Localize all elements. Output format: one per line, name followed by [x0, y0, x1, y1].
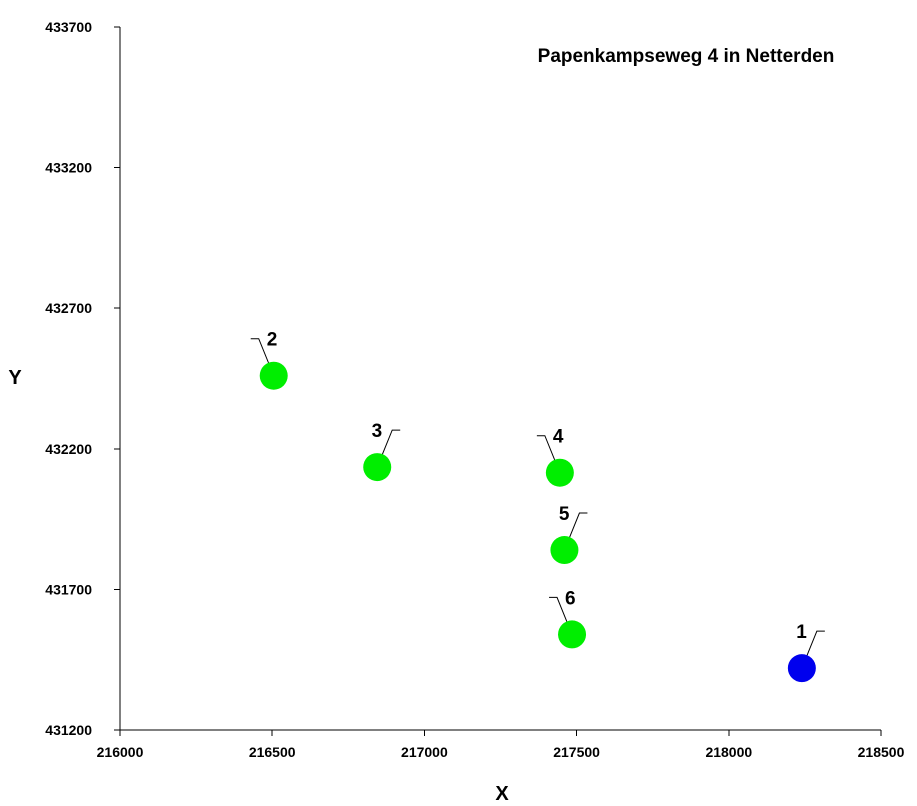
point-label: 5	[559, 504, 570, 525]
y-tick-label: 433200	[45, 160, 92, 176]
x-axis-title: X	[495, 783, 509, 805]
point-group: 2	[250, 330, 288, 390]
point-label: 1	[796, 622, 807, 643]
data-point-1	[787, 654, 816, 683]
data-points: 1 2 3 4 5 6	[250, 330, 825, 683]
y-tick-label: 433700	[45, 19, 92, 35]
y-tick-label: 431200	[45, 722, 92, 738]
x-tick-label: 217000	[401, 744, 448, 760]
axis-ticks: 216000 216500 217000 217500 218000 2185004312…	[45, 19, 904, 760]
point-label: 6	[565, 588, 576, 609]
point-label: 2	[267, 330, 278, 351]
y-tick-label: 432200	[45, 441, 92, 457]
point-group: 1	[787, 622, 825, 683]
data-point-2	[259, 361, 288, 390]
data-point-6	[558, 620, 587, 649]
data-point-3	[363, 453, 392, 482]
x-tick-label: 216000	[97, 744, 144, 760]
point-group: 6	[549, 588, 587, 649]
x-tick-label: 217500	[553, 744, 600, 760]
point-group: 4	[536, 427, 574, 487]
x-tick-label: 216500	[249, 744, 296, 760]
chart-title: Papenkampseweg 4 in Netterden	[538, 46, 835, 67]
y-tick-label: 431700	[45, 581, 92, 597]
x-tick-label: 218500	[858, 744, 905, 760]
point-group: 5	[550, 504, 588, 565]
point-label: 3	[372, 421, 383, 442]
y-tick-label: 432700	[45, 300, 92, 316]
x-tick-label: 218000	[705, 744, 752, 760]
data-point-4	[545, 458, 574, 487]
point-label: 4	[553, 427, 564, 448]
y-axis-title: Y	[8, 367, 22, 389]
data-point-5	[550, 536, 579, 565]
point-group: 3	[363, 421, 401, 482]
